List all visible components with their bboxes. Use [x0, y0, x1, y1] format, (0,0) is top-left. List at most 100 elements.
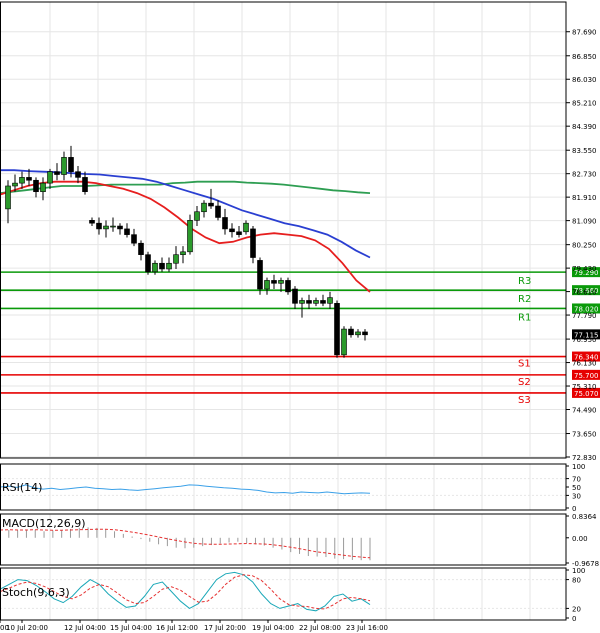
rsi-title: RSI(14): [2, 481, 42, 494]
price-tick-label: 86.850: [572, 53, 597, 61]
time-tick-label: 16 Jul 12:00: [156, 624, 198, 632]
price-tick-label: 76.130: [572, 360, 597, 368]
candle-body: [215, 205, 221, 218]
price-tick-label: 82.730: [572, 171, 597, 179]
candle-body: [187, 220, 193, 253]
candle-body: [250, 228, 256, 258]
candle-body: [110, 225, 116, 228]
price-tick-label: 75.310: [572, 383, 597, 391]
candle-body: [40, 182, 46, 193]
indicator-tick-label: 0: [572, 505, 576, 513]
candle-body: [33, 179, 39, 193]
moving-averages: [0, 169, 371, 293]
indicator-tick-label: 20: [572, 605, 581, 613]
candle-body: [257, 260, 263, 290]
level-price-label: 75.070: [574, 390, 599, 398]
time-tick-label: 22 Jul 08:00: [299, 624, 341, 632]
price-tick-label: 87.690: [572, 29, 597, 37]
candle-body: [166, 262, 172, 270]
candle-body: [152, 262, 158, 273]
candle-body: [271, 280, 277, 284]
level-name-s1: S1: [518, 359, 531, 370]
candle-body: [306, 300, 312, 304]
candle-body: [334, 303, 340, 356]
candle-body: [348, 328, 354, 336]
level-price-label: 75.700: [574, 372, 599, 380]
candlesticks: [5, 145, 368, 358]
level-name-s2: S2: [518, 377, 531, 388]
candle-body: [327, 297, 333, 304]
time-tick-label: 10 Jul 20:00: [6, 624, 48, 632]
time-tick-label: 12 Jul 04:00: [64, 624, 106, 632]
price-tick-label: 72.830: [572, 454, 597, 462]
price-tick-label: 83.550: [572, 147, 597, 155]
level-price-label: 79.290: [574, 269, 599, 277]
candle-body: [145, 254, 151, 273]
candle-body: [103, 225, 109, 230]
time-tick-label: 15 Jul 04:00: [110, 624, 152, 632]
moving-average-line: [0, 180, 371, 194]
candle-body: [173, 254, 179, 264]
support-resistance-lines: 79.290 R3 78.660 R2 78.020 R1 76.340 S1 75.700 S2…: [0, 267, 600, 406]
price-tick-label: 78.610: [572, 289, 597, 297]
candle-body: [278, 280, 284, 284]
price-tick-label: 81.910: [572, 194, 597, 202]
level-price-box: [572, 387, 600, 398]
panel-frame: [0, 1, 567, 459]
candle-body: [75, 171, 81, 178]
stoch-title: Stoch(9,6,3): [2, 586, 70, 599]
candle-body: [89, 220, 95, 224]
indicator-tick-label: -0.9678: [572, 560, 599, 568]
candle-body: [313, 300, 319, 304]
price-tick-label: 84.390: [572, 123, 597, 131]
candle-body: [355, 331, 361, 336]
price-tick-label: 79.430: [572, 265, 597, 273]
indicator-tick-label: 80: [572, 577, 581, 585]
indicator-panels: RSI(14) MACD(12,26,9) Stoch(9,6,3): [0, 478, 566, 612]
candle-body: [264, 280, 270, 290]
candle-body: [159, 262, 165, 270]
price-tick-label: 80.250: [572, 242, 597, 250]
price-axis: 87.690 86.850 86.030 85.210 84.390 83.550 82.7…: [566, 29, 600, 623]
candle-body: [131, 234, 137, 244]
candle-body: [222, 217, 228, 230]
price-tick-label: 86.030: [572, 76, 597, 84]
indicator-tick-label: 30: [572, 492, 581, 500]
level-price-box: [572, 303, 600, 314]
level-price-box: [572, 267, 600, 278]
level-name-r3: R3: [518, 276, 531, 287]
level-price-box: [572, 351, 600, 362]
candle-body: [61, 157, 67, 175]
candle-body: [194, 211, 200, 221]
indicator-tick-label: 50: [572, 484, 581, 492]
level-name-r1: R1: [518, 312, 531, 323]
macd-signal-line: [0, 528, 371, 559]
candle-body: [243, 222, 249, 233]
current-price-box: [572, 329, 600, 340]
candle-body: [54, 171, 60, 175]
level-price-label: 78.660: [574, 287, 599, 295]
stoch-d-line: [0, 574, 371, 610]
candle-body: [208, 202, 214, 207]
candle-body: [292, 288, 298, 304]
candle-body: [19, 177, 25, 184]
time-tick-label: 17 Jul 20:00: [204, 624, 246, 632]
candle-body: [5, 185, 11, 210]
candle-body: [47, 171, 53, 184]
macd-title: MACD(12,26,9): [2, 517, 86, 530]
price-tick-label: 77.790: [572, 312, 597, 320]
price-tick-label: 74.490: [572, 406, 597, 414]
candle-body: [320, 300, 326, 304]
indicator-tick-label: 70: [572, 476, 581, 484]
price-tick-label: 85.210: [572, 100, 597, 108]
stoch-k-line: [0, 571, 371, 612]
level-price-label: 76.340: [574, 354, 599, 362]
candle-body: [285, 280, 291, 293]
panel-frames: [0, 1, 567, 621]
price-tick-label: 73.650: [572, 431, 597, 439]
level-name-s3: S3: [518, 395, 531, 406]
candle-body: [362, 331, 368, 336]
candle-body: [82, 177, 88, 193]
candle-body: [68, 157, 74, 172]
